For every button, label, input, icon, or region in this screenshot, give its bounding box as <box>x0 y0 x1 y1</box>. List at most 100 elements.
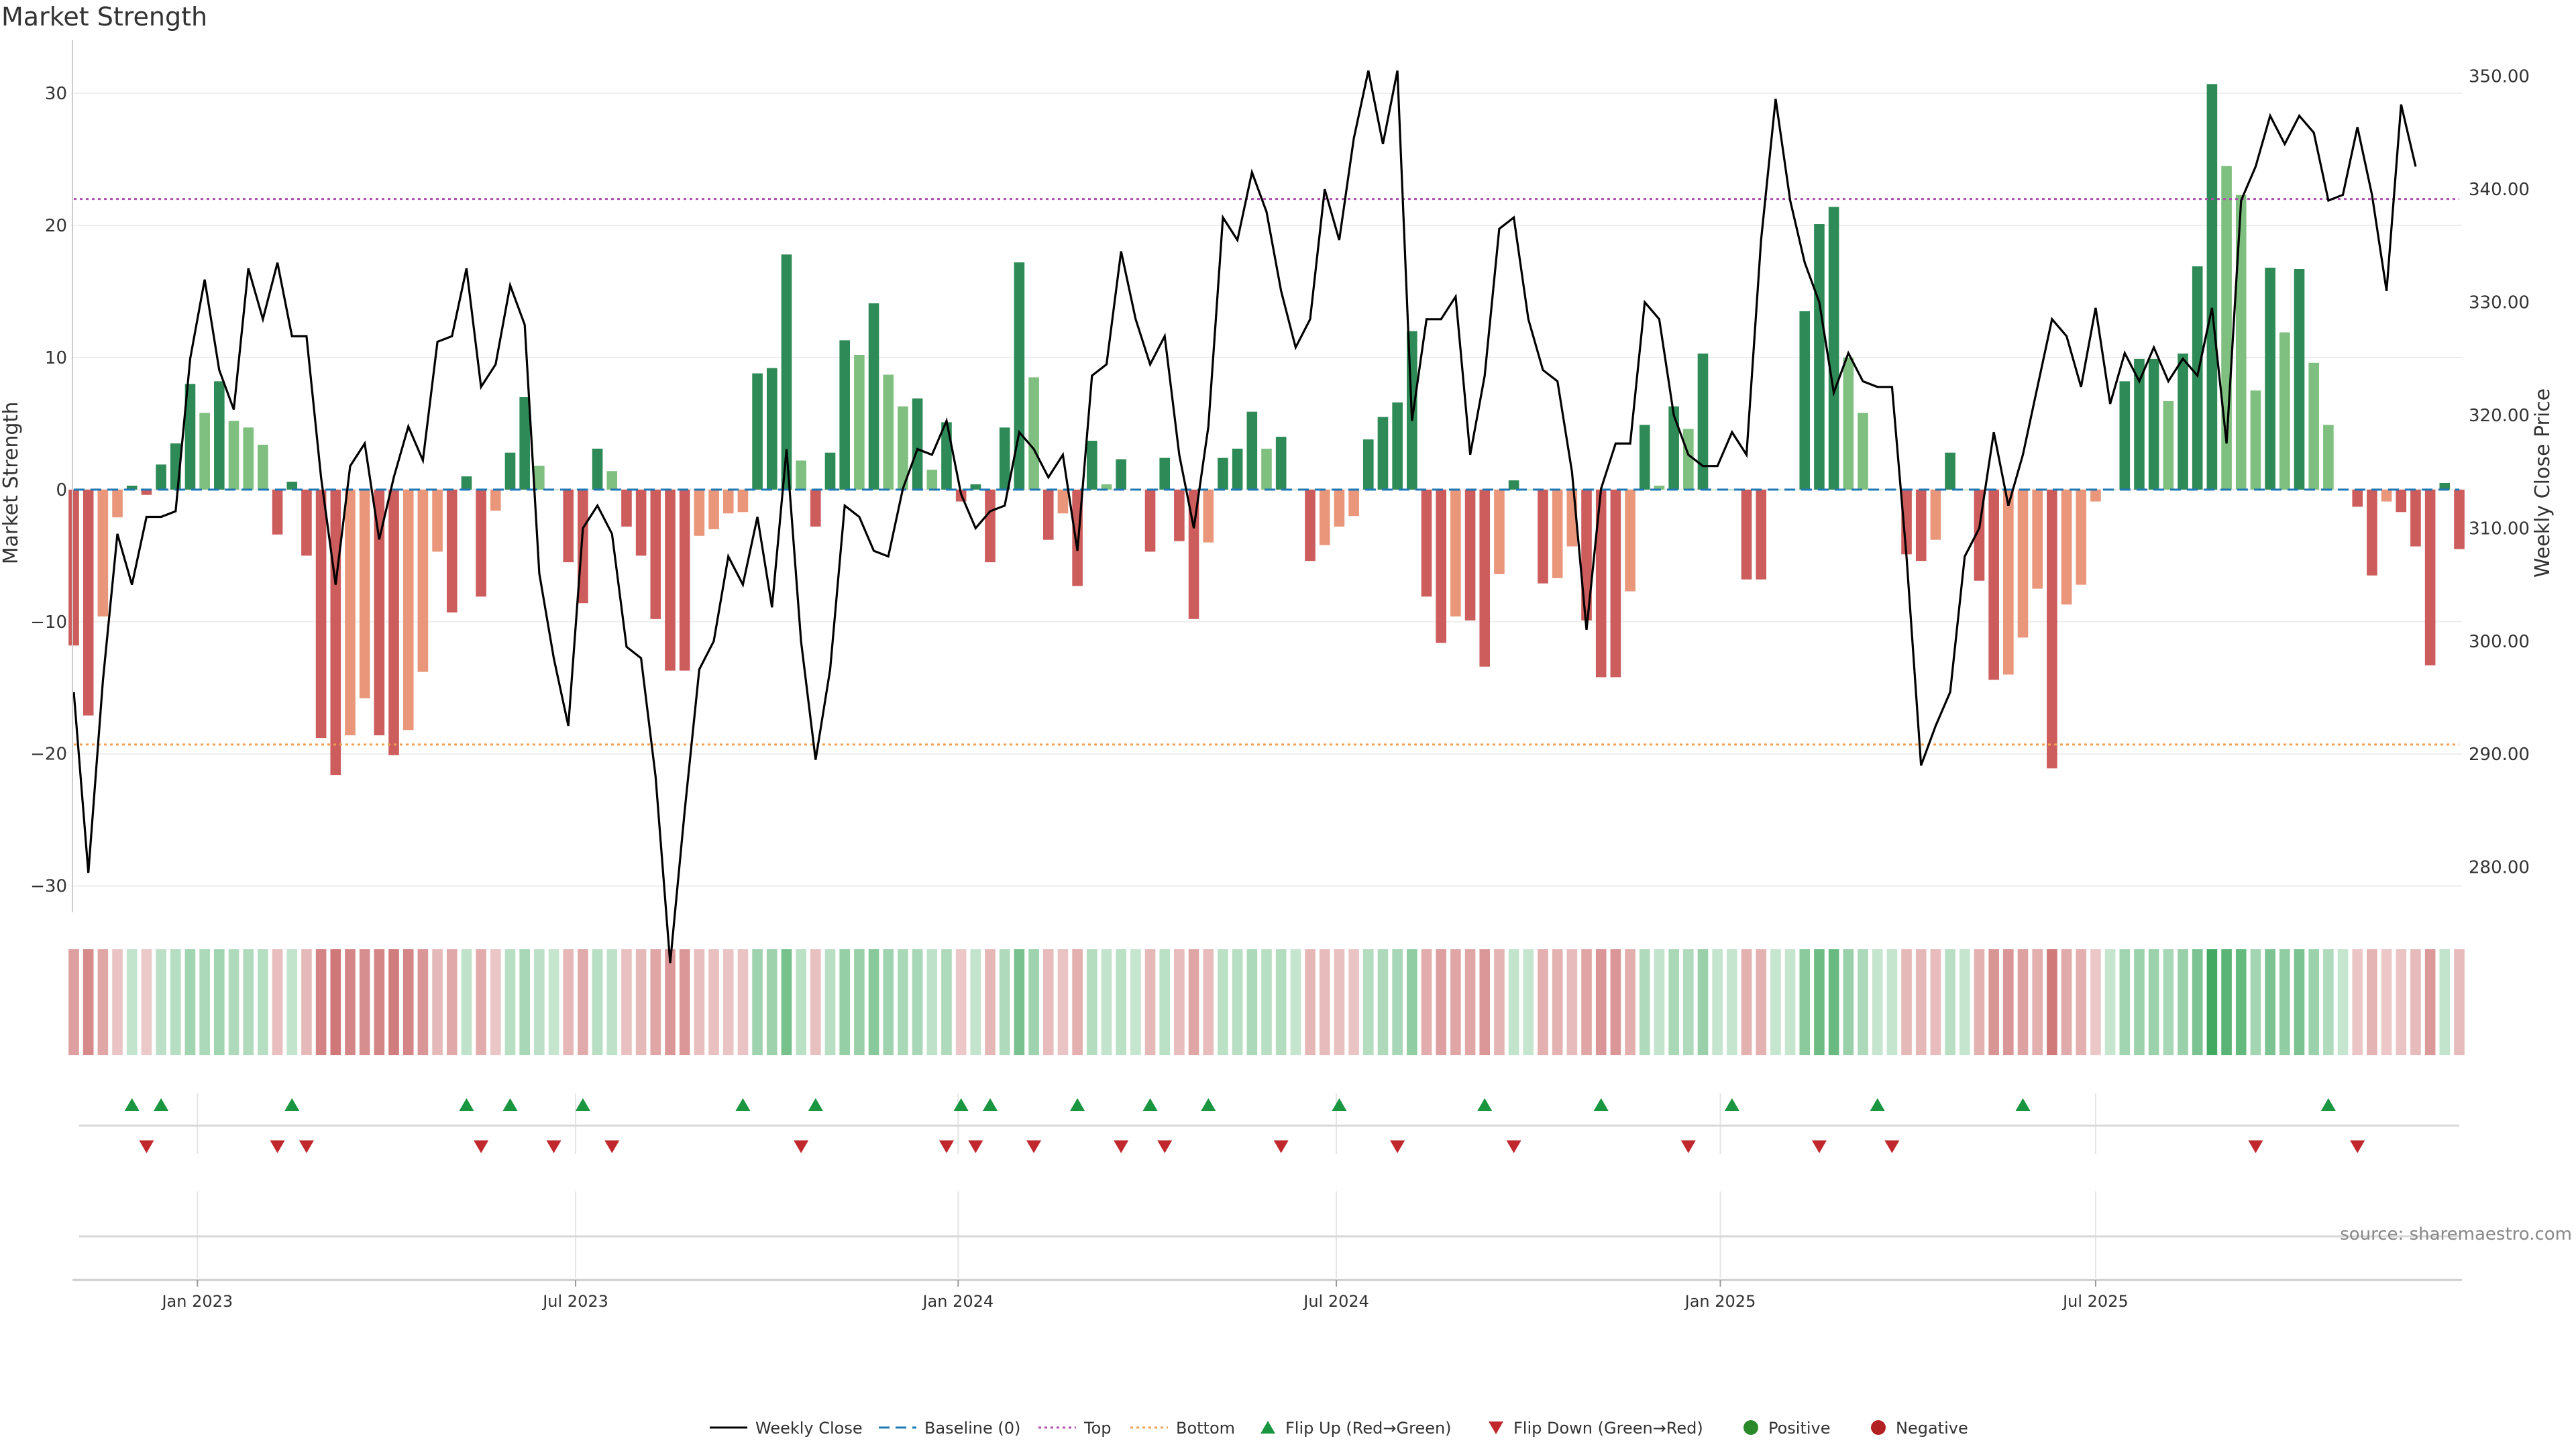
heat-cell <box>286 949 298 1055</box>
legend-label: Negative <box>1896 1419 1968 1438</box>
heat-cell <box>1799 949 1811 1055</box>
heat-cell <box>1682 949 1694 1055</box>
heat-cell <box>941 949 952 1055</box>
heat-cell <box>1130 949 1141 1055</box>
flip-down-marker <box>1026 1140 1042 1153</box>
grid-lines <box>71 93 2462 1278</box>
heat-cell <box>97 949 109 1055</box>
heat-cell <box>1057 949 1069 1055</box>
flip-down-marker <box>938 1140 954 1153</box>
heat-cell <box>824 949 836 1055</box>
strength-bar <box>1319 489 1330 545</box>
heat-cell <box>2294 949 2305 1055</box>
heat-cell <box>446 949 458 1055</box>
strength-bar <box>635 489 647 556</box>
strength-bar <box>1305 489 1316 561</box>
heat-cell <box>432 949 443 1055</box>
strength-bar <box>2265 268 2275 490</box>
heat-cell <box>126 949 138 1055</box>
flip-down-marker <box>1811 1140 1827 1153</box>
strength-bar <box>286 482 298 490</box>
strength-bar <box>184 384 196 490</box>
heat-cell <box>1566 949 1578 1055</box>
flip-down-marker <box>270 1140 285 1153</box>
heat-cell <box>2410 949 2421 1055</box>
strength-bar <box>1116 459 1126 490</box>
flip-down-marker <box>1884 1140 1900 1153</box>
strength-bar <box>97 489 109 616</box>
strength-bar <box>868 303 879 490</box>
strength-bar <box>156 464 166 490</box>
strength-bar <box>781 254 792 490</box>
heat-cell <box>83 949 94 1055</box>
strength-bar <box>1697 354 1709 490</box>
strength-bar <box>1581 489 1592 621</box>
heat-cell <box>112 949 123 1055</box>
strength-bar <box>1174 489 1185 541</box>
flip-down-marker <box>1680 1140 1696 1153</box>
strength-bar <box>1014 262 1025 490</box>
source-note: source: sharemaestro.com <box>2340 1224 2572 1244</box>
heat-cell <box>1828 949 1839 1055</box>
flip-up-marker <box>1870 1098 1885 1111</box>
flip-up-marker <box>2320 1098 2336 1111</box>
strength-bar <box>2090 489 2101 502</box>
heat-cell <box>912 949 923 1055</box>
strength-bar <box>1552 489 1563 578</box>
heat-cell <box>1218 949 1228 1055</box>
strength-bar <box>476 489 486 597</box>
strength-bar <box>258 444 268 490</box>
flip-down-marker <box>2350 1140 2365 1153</box>
strength-bar <box>2032 489 2043 589</box>
strength-bar <box>1334 489 1345 527</box>
strength-bar <box>1042 489 1054 540</box>
strength-bar <box>722 489 734 514</box>
flip-down-marker <box>474 1140 489 1153</box>
heat-cell <box>2192 949 2203 1055</box>
heat-cell <box>156 949 166 1055</box>
heat-cell <box>1901 949 1912 1055</box>
strength-bar <box>2235 195 2247 490</box>
strength-bar <box>1392 402 1403 490</box>
strength-bar <box>1028 377 1039 490</box>
heat-cell <box>1174 949 1185 1055</box>
flip-up-marker <box>1593 1098 1609 1111</box>
flip-up-marker <box>1724 1098 1739 1111</box>
strength-bar <box>432 489 443 552</box>
heat-cell <box>2134 949 2145 1055</box>
heat-cell <box>1086 949 1097 1055</box>
heat-cell <box>1639 949 1650 1055</box>
strength-bar <box>1610 489 1621 678</box>
heat-cell <box>970 949 981 1055</box>
strength-bar <box>417 489 429 672</box>
strength-bar <box>1858 413 1868 490</box>
chart-title: Market Strength <box>1 2 207 32</box>
flip-up-marker <box>502 1098 518 1111</box>
strength-bar <box>1814 224 1825 490</box>
heat-cell <box>2337 949 2349 1055</box>
level-lines <box>74 198 2459 746</box>
strength-bar <box>272 489 283 535</box>
heat-cell <box>461 949 472 1055</box>
heat-cell <box>883 949 894 1055</box>
strength-bar <box>2076 489 2087 585</box>
flip-down-marker <box>1390 1140 1405 1153</box>
heat-cell <box>635 949 647 1055</box>
y-right-tick-label: 280.00 <box>2469 858 2530 878</box>
heat-cell <box>1290 949 1301 1055</box>
heat-cell <box>766 949 777 1055</box>
strength-bar <box>461 476 472 490</box>
strength-bar <box>1464 489 1476 621</box>
heat-cell <box>1872 949 1883 1055</box>
heat-cell <box>170 949 181 1055</box>
strength-bar <box>1450 489 1461 616</box>
heat-cell <box>374 949 385 1055</box>
y-left-tick-label: 30 <box>45 84 67 104</box>
heat-cell <box>1305 949 1316 1055</box>
heat-cell <box>1232 949 1243 1055</box>
heat-cell <box>955 949 967 1055</box>
y-left-tick-label: 20 <box>45 216 67 236</box>
legend-label: Flip Up (Red→Green) <box>1285 1419 1452 1438</box>
strength-bar <box>2294 268 2305 490</box>
strength-bar <box>970 484 981 490</box>
